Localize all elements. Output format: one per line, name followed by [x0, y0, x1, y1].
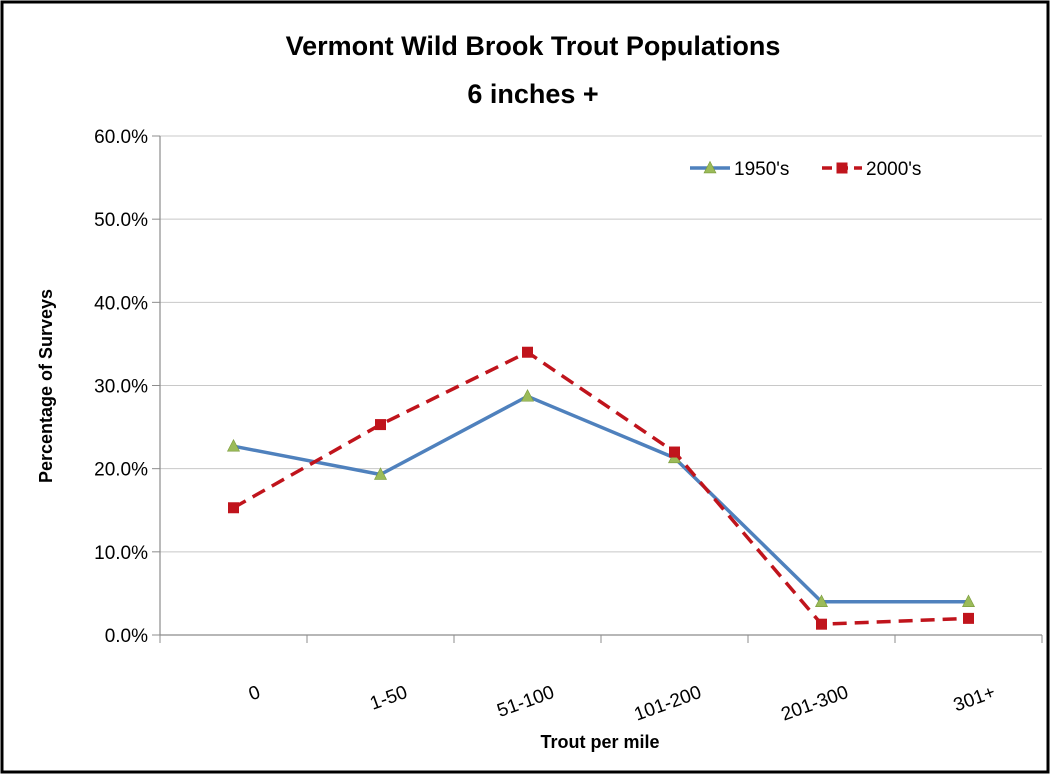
series-line: [233, 394, 969, 604]
data-point: [375, 419, 386, 431]
y-tick-label: 10.0%: [94, 543, 148, 564]
axes: [152, 135, 1043, 643]
data-point: [521, 389, 534, 402]
legend-item: 2000's: [822, 159, 921, 180]
chart-subtitle: 6 inches +: [467, 79, 598, 109]
data-point: [963, 612, 974, 624]
data-point: [669, 446, 680, 458]
legend-label: 2000's: [866, 159, 921, 180]
y-tick-label: 40.0%: [94, 293, 148, 314]
data-point: [836, 162, 848, 174]
legend-label: 1950's: [734, 159, 789, 180]
y-tick-label: 50.0%: [94, 210, 148, 231]
tick-labels: 0.0%10.0%20.0%30.0%40.0%50.0%60.0%0 1-50 5…: [94, 127, 998, 726]
data-point: [522, 346, 533, 358]
series-lines: [227, 346, 975, 630]
y-tick-label: 60.0%: [94, 127, 148, 148]
y-tick-label: 0.0%: [105, 626, 148, 647]
data-point: [962, 594, 975, 607]
y-tick-label: 20.0%: [94, 460, 148, 481]
legend: 1950's 2000's: [690, 159, 921, 180]
gridlines: [160, 135, 1042, 553]
y-tick-label: 30.0%: [94, 377, 148, 398]
data-point: [227, 438, 240, 452]
series-line: [232, 350, 969, 626]
series-1: [228, 346, 974, 630]
x-axis-title: Trout per mile: [540, 732, 659, 752]
data-point: [228, 502, 239, 514]
legend-item: 1950's: [690, 159, 789, 180]
data-point: [374, 467, 387, 480]
data-point: [816, 618, 827, 630]
data-point: [815, 594, 828, 607]
chart-title: Vermont Wild Brook Trout Populations: [286, 31, 781, 61]
y-axis-title: Percentage of Surveys: [36, 289, 56, 483]
data-point: [703, 160, 717, 174]
